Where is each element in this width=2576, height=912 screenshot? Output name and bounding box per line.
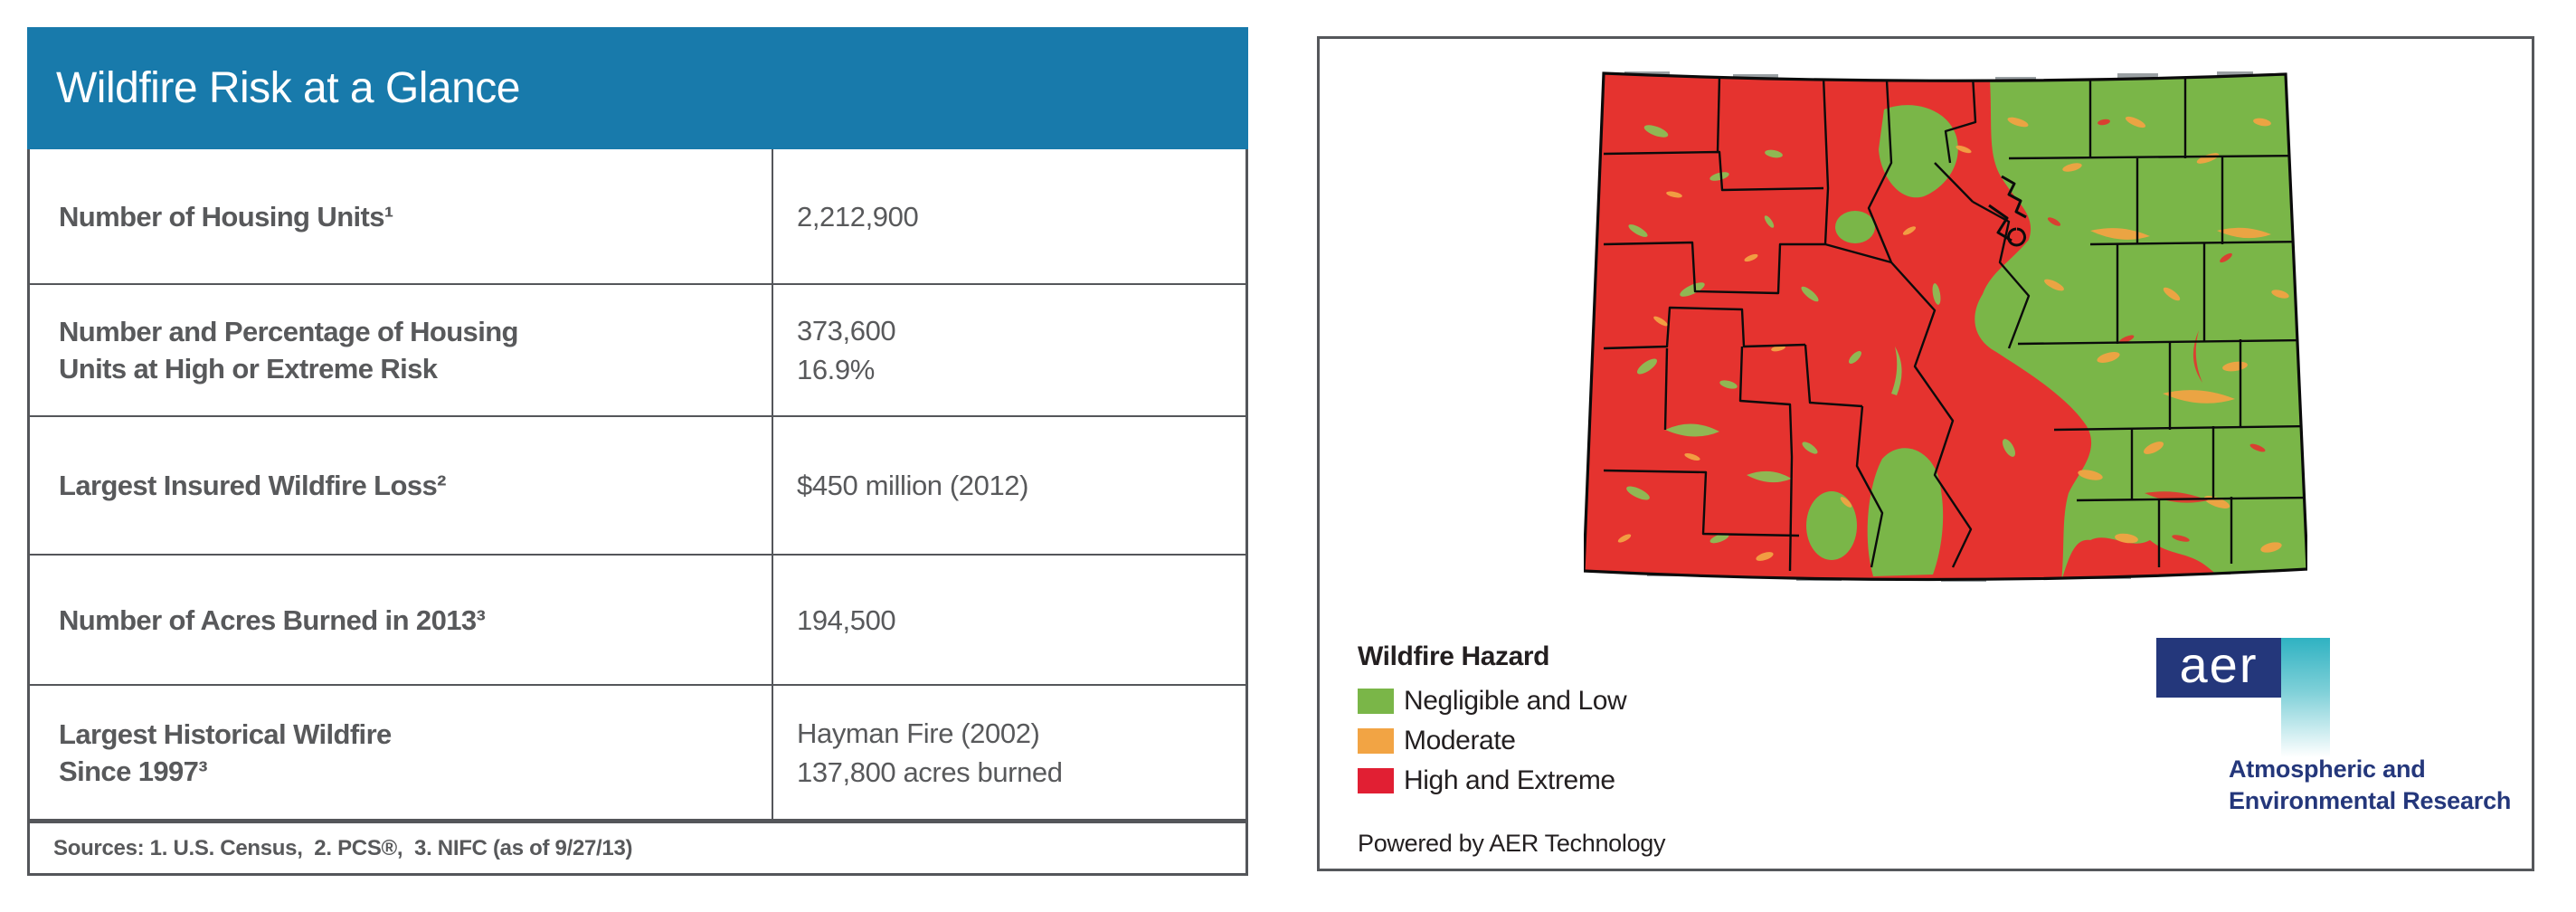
row-label-cell: Largest Historical Wildfire Since 1997³ — [30, 686, 773, 819]
row-value: Hayman Fire (2002) 137,800 acres burned — [797, 717, 1063, 788]
powered-by-text: Powered by AER Technology — [1358, 830, 1666, 857]
legend-label: Moderate — [1404, 726, 1516, 755]
legend-item: High and Extreme — [1358, 765, 1626, 795]
map-orange-speckles-west — [1617, 145, 1972, 561]
table-row: Number of Housing Units¹ 2,212,900 — [30, 149, 1245, 285]
row-label: Largest Historical Wildfire Since 1997³ — [59, 717, 392, 787]
wildfire-hazard-map-panel: Wildfire Hazard Negligible and Low Moder… — [1317, 36, 2534, 871]
table-row: Number and Percentage of Housing Units a… — [30, 285, 1245, 417]
legend-title: Wildfire Hazard — [1358, 641, 1550, 671]
row-value-cell: 2,212,900 — [773, 149, 1245, 283]
map-middle-park — [1835, 211, 1875, 243]
row-label-cell: Number and Percentage of Housing Units a… — [30, 285, 773, 415]
aer-logo-mark: aer — [2156, 638, 2281, 698]
aer-logo-text: aer — [2179, 636, 2259, 693]
colorado-wildfire-hazard-map — [1584, 71, 2307, 582]
map-negligible-low-region — [1975, 73, 2307, 580]
table-title: Wildfire Risk at a Glance — [56, 64, 521, 112]
wildfire-risk-table-panel: Wildfire Risk at a Glance Number of Hous… — [27, 27, 1248, 876]
row-label: Number and Percentage of Housing Units a… — [59, 316, 518, 385]
table-row: Largest Historical Wildfire Since 1997³ … — [30, 686, 1245, 821]
row-value-cell: Hayman Fire (2002) 137,800 acres burned — [773, 686, 1245, 819]
county-boundaries — [1603, 74, 2307, 572]
table-row: Number of Acres Burned in 2013³ 194,500 — [30, 556, 1245, 686]
risk-table: Number of Housing Units¹ 2,212,900 Numbe… — [27, 149, 1248, 876]
row-value: $450 million (2012) — [797, 470, 1029, 501]
map-green-pocket — [1806, 491, 1857, 560]
aer-logo-wordmark: Atmospheric and Environmental Research — [2229, 754, 2511, 817]
row-value: 194,500 — [797, 603, 896, 636]
map-speckles-east — [2007, 116, 2289, 553]
aer-wordmark-line2: Environmental Research — [2229, 787, 2512, 814]
table-title-bar: Wildfire Risk at a Glance — [27, 27, 1248, 149]
legend-swatch-moderate — [1358, 728, 1394, 754]
aer-logo-teal-gradient — [2281, 638, 2330, 757]
row-label-cell: Number of Housing Units¹ — [30, 149, 773, 283]
row-value: 373,600 16.9% — [797, 315, 896, 385]
sources-text: Sources: 1. U.S. Census, 2. PCS®, 3. NIF… — [53, 835, 633, 860]
map-legend: Wildfire Hazard Negligible and Low Moder… — [1358, 641, 1627, 808]
row-label-cell: Largest Insured Wildfire Loss² — [30, 417, 773, 554]
map-south-red-strip — [2061, 537, 2226, 580]
legend-item: Moderate — [1358, 726, 1626, 755]
aer-logo: aer Atmospheric and Environmental Resear… — [2156, 638, 2518, 819]
legend-swatch-negligible-low — [1358, 689, 1394, 714]
table-row: Largest Insured Wildfire Loss² $450 mill… — [30, 417, 1245, 556]
row-label: Largest Insured Wildfire Loss² — [59, 470, 446, 501]
map-north-park — [1879, 105, 1958, 198]
legend-label: Negligible and Low — [1404, 686, 1627, 716]
row-value-cell: $450 million (2012) — [773, 417, 1245, 554]
aer-wordmark-line1: Atmospheric and — [2229, 755, 2426, 783]
map-san-luis-valley — [1867, 448, 1944, 576]
legend-item: Negligible and Low — [1358, 686, 1627, 716]
sources-row: Sources: 1. U.S. Census, 2. PCS®, 3. NIF… — [30, 821, 1245, 873]
map-green-speckles — [1626, 125, 2015, 544]
row-value: 2,212,900 — [797, 200, 919, 233]
legend-label: High and Extreme — [1404, 765, 1615, 795]
row-value-cell: 373,600 16.9% — [773, 285, 1245, 415]
row-label: Number of Housing Units¹ — [59, 200, 393, 233]
row-label-cell: Number of Acres Burned in 2013³ — [30, 556, 773, 684]
row-value-cell: 194,500 — [773, 556, 1245, 684]
row-label: Number of Acres Burned in 2013³ — [59, 603, 486, 636]
state-outline — [1584, 71, 2307, 582]
legend-swatch-high-extreme — [1358, 768, 1394, 793]
